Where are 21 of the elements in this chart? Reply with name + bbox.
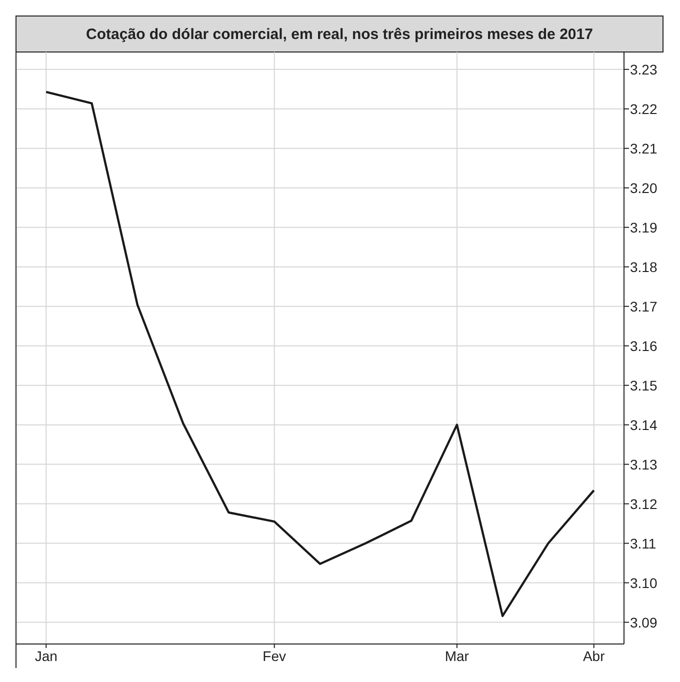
y-tick-label: 3.20 bbox=[630, 180, 658, 196]
y-tick-label: 3.22 bbox=[630, 100, 658, 117]
y-tick-label: 3.19 bbox=[630, 219, 658, 236]
y-tick-label: 3.14 bbox=[630, 416, 658, 433]
x-tick-label: Mar bbox=[444, 648, 470, 664]
y-tick-label: 3.17 bbox=[630, 298, 658, 314]
y-tick-label: 3.11 bbox=[630, 535, 656, 552]
chart-title: Cotação do dólar comercial, em real, nos três primeiros meses de 2017 bbox=[86, 26, 593, 43]
y-tick-label: 3.13 bbox=[630, 456, 658, 472]
y-tick-label: 3.15 bbox=[630, 377, 658, 394]
x-tick-label: Fev bbox=[262, 648, 286, 664]
y-tick-label: 3.10 bbox=[630, 574, 658, 591]
y-tick-label: 3.18 bbox=[630, 258, 658, 275]
x-tick-label: Jan bbox=[34, 648, 58, 664]
x-tick-label: Abr bbox=[582, 648, 606, 664]
y-tick-label: 3.21 bbox=[630, 140, 658, 156]
line-series bbox=[45, 90, 595, 618]
y-tick-label: 3.16 bbox=[630, 338, 658, 354]
y-tick-label: 3.12 bbox=[630, 496, 658, 512]
y-tick-label: 3.23 bbox=[630, 61, 658, 78]
y-tick-label: 3.09 bbox=[630, 614, 658, 630]
